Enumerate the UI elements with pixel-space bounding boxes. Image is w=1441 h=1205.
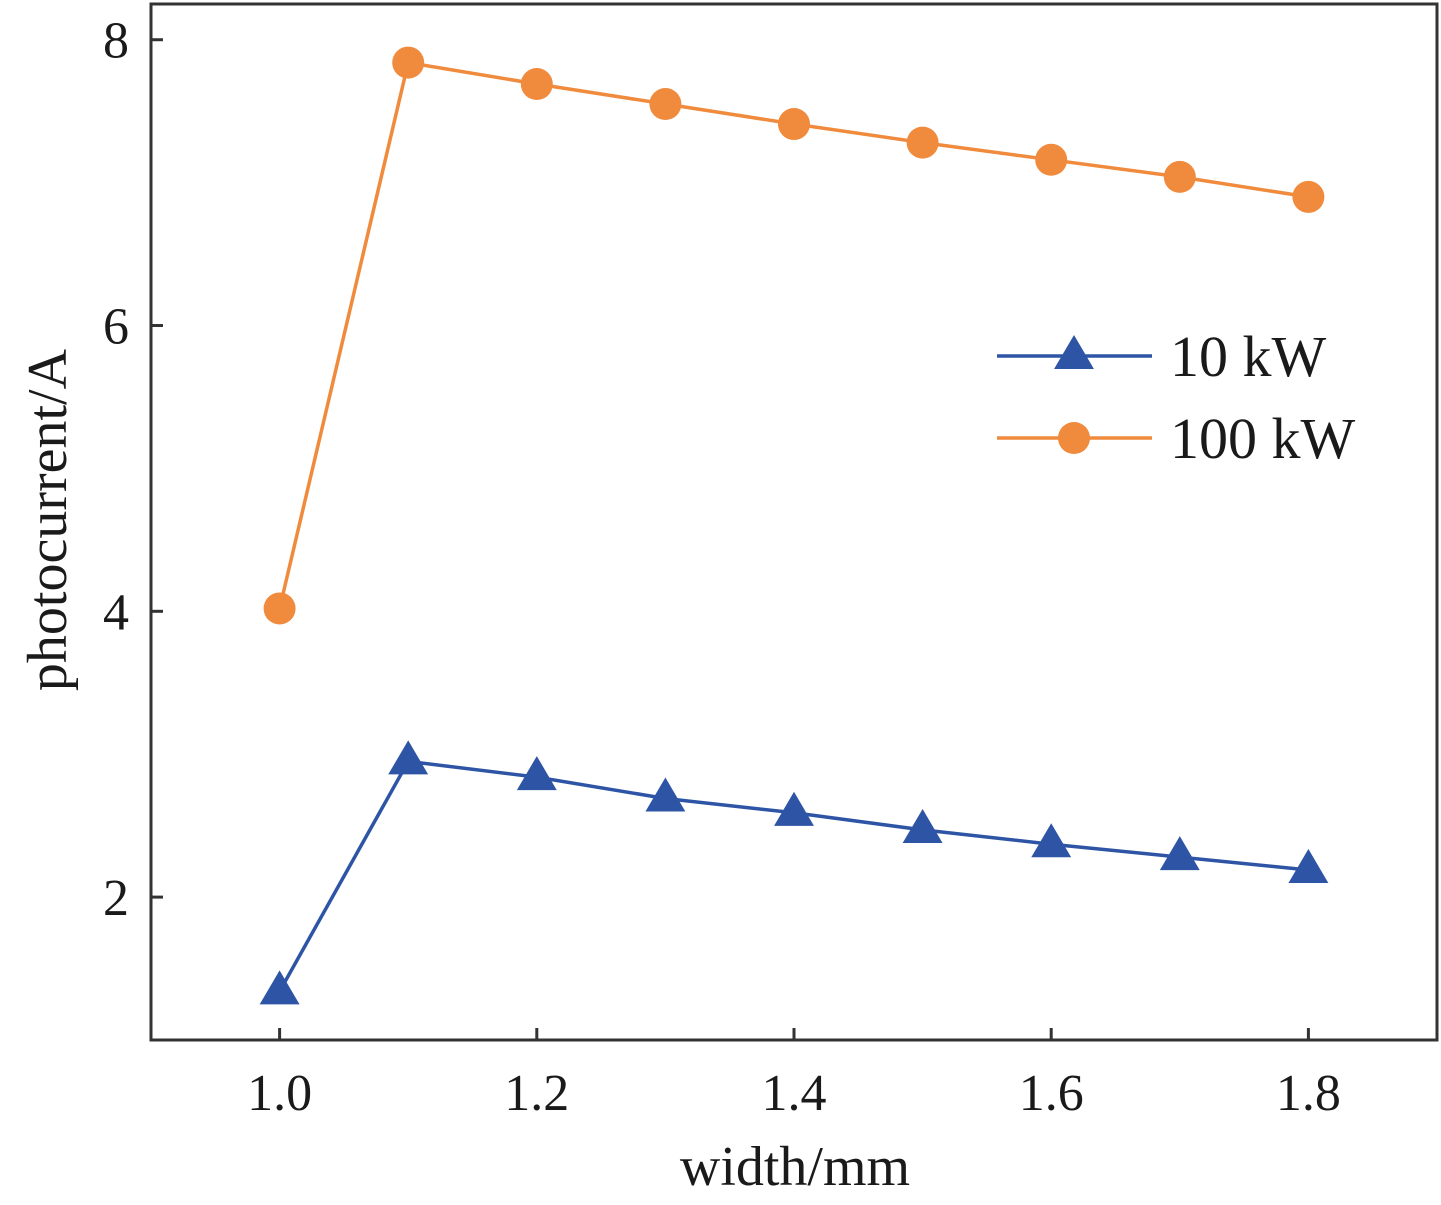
y-tick-label: 4 — [103, 584, 129, 641]
data-point — [649, 88, 682, 121]
data-point — [778, 108, 810, 141]
legend: 10 kW 100 kW — [997, 324, 1356, 471]
x-tick-label: 1.8 — [1276, 1065, 1341, 1122]
data-point — [1163, 160, 1196, 193]
axis-ticks: 1.0 1.2 1.4 1.6 1.8 2 4 6 8 — [103, 13, 1341, 1122]
data-point — [520, 68, 553, 101]
legend-marker — [1058, 422, 1090, 454]
series-2 — [263, 46, 1325, 625]
data-point — [392, 46, 425, 79]
data-point — [1035, 143, 1068, 176]
legend-marker — [1054, 335, 1094, 370]
data-point — [1292, 180, 1325, 213]
data-point — [906, 126, 939, 159]
x-tick-label: 1.2 — [504, 1065, 569, 1122]
series-line — [277, 60, 1309, 609]
x-tick-label: 1.6 — [1019, 1065, 1084, 1122]
plot-border — [149, 2, 1439, 1042]
legend-item: 100 kW — [997, 406, 1356, 471]
series-1 — [259, 740, 1329, 1005]
data-point — [902, 808, 943, 843]
x-axis-title: width/mm — [680, 1136, 910, 1198]
data-point — [516, 756, 557, 791]
data-point — [1031, 823, 1072, 858]
data-point — [263, 592, 296, 625]
plot-frame — [149, 2, 1439, 1042]
data-point — [1288, 848, 1329, 883]
x-tick-label: 1.4 — [762, 1065, 827, 1122]
legend-item: 10 kW — [997, 324, 1327, 389]
x-tick-label: 1.0 — [247, 1065, 312, 1122]
legend-label: 100 kW — [1170, 406, 1356, 471]
data-point — [774, 791, 814, 826]
y-axis-title: photocurrent/A — [17, 348, 79, 691]
y-tick-label: 8 — [103, 13, 129, 70]
data-point — [388, 740, 429, 775]
series-layer — [259, 46, 1329, 1005]
data-point — [645, 777, 686, 812]
y-tick-label: 6 — [103, 299, 129, 356]
legend-label: 10 kW — [1170, 324, 1327, 389]
data-point — [259, 970, 300, 1005]
data-point — [1159, 836, 1200, 871]
y-tick-label: 2 — [103, 870, 129, 927]
